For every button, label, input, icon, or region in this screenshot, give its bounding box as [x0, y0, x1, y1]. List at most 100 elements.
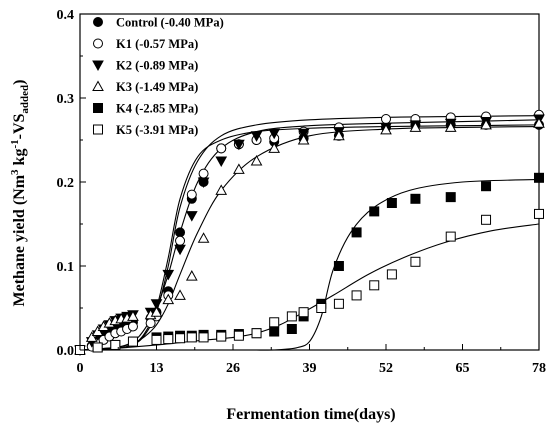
x-tick-label: 52 — [379, 361, 393, 376]
data-point — [444, 121, 457, 132]
data-point — [197, 232, 210, 243]
legend: Control (-0.40 MPa) K1 (-0.57 MPa) K2 (-0.… — [92, 16, 224, 137]
x-axis-ticks: 0 13 26 39 52 65 78 — [77, 344, 546, 376]
data-point — [533, 117, 545, 128]
x-tick-label: 0 — [77, 361, 84, 376]
data-point — [175, 227, 186, 238]
legend-marker — [92, 80, 104, 91]
data-point — [163, 334, 174, 345]
data-point — [351, 227, 362, 238]
data-point — [534, 208, 544, 219]
y-tick-label: 0.4 — [57, 8, 75, 23]
y-axis-label-part: -VS — [11, 113, 28, 139]
y-tick-label: 0.1 — [57, 260, 75, 275]
data-point — [268, 142, 281, 153]
data-point — [110, 339, 121, 350]
data-point — [333, 261, 344, 271]
data-point — [333, 129, 345, 141]
data-point — [174, 244, 186, 256]
data-point — [233, 163, 245, 174]
data-point — [445, 231, 456, 242]
data-point — [162, 269, 175, 281]
data-point — [233, 139, 245, 151]
data-point — [316, 303, 327, 313]
data-point — [186, 332, 197, 343]
data-point — [410, 256, 421, 267]
data-point — [380, 123, 392, 135]
data-point — [85, 331, 98, 342]
data-point — [186, 189, 197, 200]
data-point — [127, 310, 139, 321]
data-point — [381, 114, 391, 124]
legend-marker — [93, 103, 103, 113]
x-tick-label: 39 — [303, 361, 317, 376]
data-point — [215, 156, 228, 168]
data-point — [251, 328, 262, 339]
data-point — [150, 299, 163, 310]
data-point — [369, 206, 380, 217]
data-point — [185, 270, 198, 281]
legend-marker — [93, 124, 103, 135]
data-point — [351, 290, 362, 301]
data-point — [233, 330, 244, 341]
data-point — [286, 311, 297, 322]
y-axis-label-part: kg — [11, 149, 28, 170]
data-point — [127, 336, 138, 347]
y-axis-ticks: 0.0 0.1 0.2 0.3 0.4 — [57, 8, 86, 359]
data-point — [269, 326, 280, 337]
y-tick-label: 0.0 — [57, 344, 75, 359]
data-point — [297, 128, 310, 140]
data-point — [286, 324, 297, 334]
x-tick-label: 78 — [532, 361, 546, 376]
y-axis-label: Methane yield (Nm3 kg-1-VSadded) — [9, 80, 31, 307]
data-point — [481, 181, 492, 192]
data-point — [198, 332, 209, 343]
y-axis-label-sup: 3 — [9, 169, 21, 175]
data-point — [91, 325, 104, 337]
data-point — [480, 118, 492, 130]
data-point — [268, 128, 281, 140]
data-point — [175, 235, 186, 246]
data-point — [386, 198, 397, 208]
data-point — [369, 280, 380, 291]
x-tick-label: 26 — [226, 361, 240, 376]
y-tick-label: 0.2 — [57, 176, 75, 191]
data-points — [74, 109, 545, 357]
legend-marker — [93, 38, 103, 49]
legend-label: K3 (-1.49 MPa) — [116, 80, 198, 94]
data-point — [409, 121, 422, 132]
data-point — [162, 293, 175, 305]
y-tick-label: 0.3 — [57, 92, 75, 107]
data-point — [333, 298, 344, 309]
legend-label: K5 (-3.91 MPa) — [116, 123, 198, 137]
legend-marker — [93, 17, 103, 27]
data-point — [216, 143, 227, 154]
data-point — [127, 321, 138, 332]
data-point — [174, 289, 186, 300]
y-axis-label-part: Methane yield (Nm — [11, 174, 28, 306]
legend-label: K4 (-2.85 MPa) — [116, 102, 198, 116]
data-point — [386, 269, 397, 280]
legend-marker — [92, 60, 104, 72]
data-point — [250, 154, 263, 166]
data-point — [198, 168, 209, 179]
x-axis-label: Fermentation time(days) — [226, 406, 395, 423]
data-point — [269, 317, 280, 328]
data-point — [481, 214, 492, 225]
data-point — [151, 334, 162, 345]
data-point — [197, 177, 210, 189]
data-point — [215, 184, 228, 195]
data-point — [250, 131, 263, 142]
data-point — [216, 331, 227, 342]
data-point — [298, 307, 309, 318]
data-point — [150, 306, 163, 317]
x-tick-label: 65 — [456, 361, 470, 376]
data-point — [175, 333, 186, 344]
data-point — [92, 342, 103, 353]
data-point — [297, 133, 310, 145]
x-tick-label: 13 — [150, 361, 164, 376]
data-point — [445, 192, 456, 203]
legend-label: K1 (-0.57 MPa) — [116, 37, 198, 51]
data-point — [534, 172, 544, 183]
